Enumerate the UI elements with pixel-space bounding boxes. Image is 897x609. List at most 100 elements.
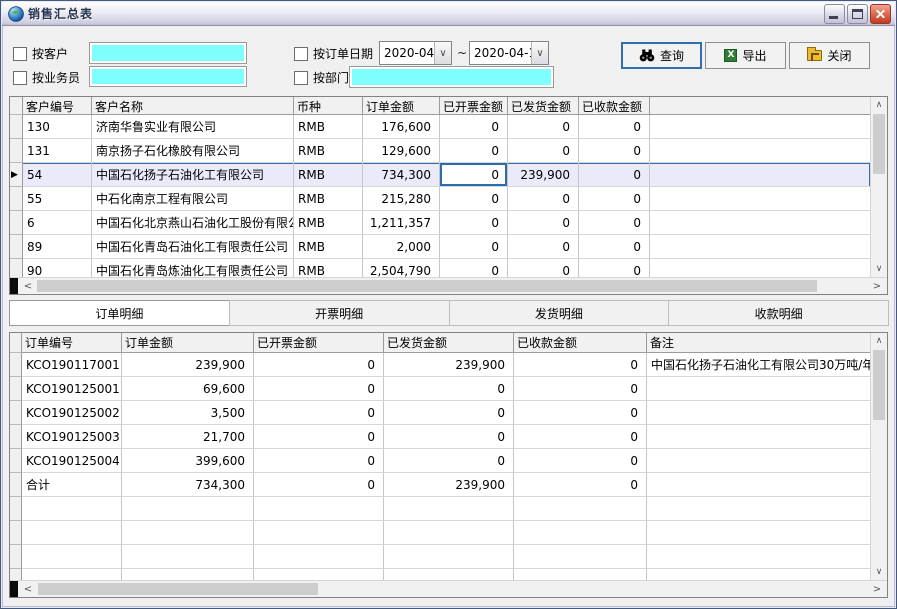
cell-order-amount: 2,504,790	[363, 259, 440, 277]
col-received-amount[interactable]: 已收款金额	[514, 333, 647, 353]
col-order-no[interactable]: 订单编号	[22, 333, 122, 353]
scroll-right-icon[interactable]: >	[872, 280, 882, 292]
cell-invoiced-amount[interactable]: 0	[440, 235, 508, 259]
cell-remark	[647, 473, 870, 497]
cell-filler	[650, 235, 870, 259]
cell-customer-name: 中国石化青岛石油化工有限责任公司	[92, 235, 294, 259]
vscroll-thumb[interactable]	[873, 350, 885, 420]
maximize-icon	[852, 8, 863, 19]
col-invoiced-amount[interactable]: 已开票金额	[254, 333, 384, 353]
detail-grid-body: KCO190117001 239,900 0 239,900 0 中国石化扬子石…	[10, 353, 870, 497]
tab-invoice-detail[interactable]: 开票明细	[228, 300, 450, 326]
customer-row[interactable]: 131 南京扬子石化橡胶有限公司 RMB 129,600 0 0 0	[10, 139, 870, 163]
query-button-label: 查询	[659, 49, 684, 63]
query-button[interactable]: 查询	[621, 42, 702, 69]
customer-row[interactable]: 130 济南华鲁实业有限公司 RMB 176,600 0 0 0	[10, 115, 870, 139]
header-corner	[10, 97, 23, 115]
cell-filler	[650, 139, 870, 163]
col-customer-name[interactable]: 客户名称	[92, 97, 294, 115]
tab-shipment-detail[interactable]: 发货明细	[448, 300, 670, 326]
dropdown-arrow-icon[interactable]: ∨	[434, 42, 451, 64]
cell-shipped-amount: 0	[384, 425, 514, 449]
export-button[interactable]: X 导出	[705, 42, 786, 69]
customer-row[interactable]: 54 中国石化扬子石油化工有限公司 RMB 734,300 0 239,900 …	[10, 163, 870, 187]
detail-tabbar: 订单明细 开票明细 发货明细 收款明细	[9, 300, 889, 326]
col-received-amount[interactable]: 已收款金额	[579, 97, 650, 115]
tab-receipt-detail[interactable]: 收款明细	[668, 300, 889, 326]
col-shipped-amount[interactable]: 已发货金额	[508, 97, 579, 115]
col-customer-id[interactable]: 客户编号	[23, 97, 92, 115]
by-customer-label: 按客户	[32, 47, 69, 61]
order-row[interactable]: KCO190125001 69,600 0 0 0	[10, 377, 870, 401]
scrollbar-left-marker	[10, 278, 18, 294]
col-invoiced-amount[interactable]: 已开票金额	[440, 97, 508, 115]
cell-currency: RMB	[294, 211, 363, 235]
main-grid-vscrollbar[interactable]: ∧ ∨	[870, 97, 887, 277]
scroll-up-icon[interactable]: ∧	[875, 336, 883, 346]
cell-invoiced-amount[interactable]: 0	[440, 163, 508, 187]
by-salesman-checkbox[interactable]	[13, 70, 27, 85]
cell-received-amount: 0	[579, 259, 650, 277]
cell-order-amount: 1,211,357	[363, 211, 440, 235]
hscroll-thumb[interactable]	[38, 583, 318, 595]
customer-row[interactable]: 89 中国石化青岛石油化工有限责任公司 RMB 2,000 0 0 0	[10, 235, 870, 259]
by-department-checkbox[interactable]	[294, 70, 308, 85]
detail-grid-hscrollbar[interactable]: < >	[10, 580, 887, 597]
cell-filler	[650, 211, 870, 235]
close-button[interactable]	[870, 3, 891, 24]
minimize-icon	[829, 15, 838, 19]
scroll-down-icon[interactable]: ∨	[875, 264, 883, 274]
col-currency[interactable]: 币种	[294, 97, 363, 115]
cell-invoiced-amount[interactable]: 0	[440, 115, 508, 139]
customer-row[interactable]: 90 中国石化青岛炼油化工有限责任公司 RMB 2,504,790 0 0 0	[10, 259, 870, 277]
title-bar[interactable]: 销售汇总表	[2, 2, 895, 26]
col-order-amount[interactable]: 订单金额	[363, 97, 440, 115]
department-input[interactable]	[349, 66, 554, 88]
col-order-amount[interactable]: 订单金额	[122, 333, 254, 353]
cell-remark: 中国石化扬子石油化工有限公司30万吨/年	[647, 353, 870, 377]
cell-received-amount: 0	[579, 163, 650, 187]
hscroll-thumb[interactable]	[37, 280, 817, 292]
scroll-up-icon[interactable]: ∧	[875, 100, 883, 110]
order-row[interactable]: KCO190117001 239,900 0 239,900 0 中国石化扬子石…	[10, 353, 870, 377]
detail-grid-vscrollbar[interactable]: ∧ ∨	[870, 333, 887, 580]
date-to-select[interactable]: 2020-04-16 ∨	[469, 41, 549, 65]
order-row[interactable]: KCO190125002 3,500 0 0 0	[10, 401, 870, 425]
cell-invoiced-amount[interactable]: 0	[440, 259, 508, 277]
cell-invoiced-amount[interactable]: 0	[440, 187, 508, 211]
customer-row[interactable]: 6 中国石化北京燕山石油化工股份有限公司 RMB 1,211,357 0 0 0	[10, 211, 870, 235]
close-button-label: 关闭	[827, 49, 852, 63]
order-row[interactable]: KCO190125004 399,600 0 0 0	[10, 449, 870, 473]
scroll-right-icon[interactable]: >	[872, 583, 882, 595]
cell-invoiced-amount[interactable]: 0	[440, 139, 508, 163]
cell-order-no: KCO190125004	[22, 449, 122, 473]
vscroll-thumb[interactable]	[873, 114, 885, 174]
scroll-down-icon[interactable]: ∨	[875, 567, 883, 577]
by-customer-checkbox[interactable]	[13, 46, 27, 61]
col-remark[interactable]: 备注	[647, 333, 870, 353]
order-row[interactable]: 合计 734,300 0 239,900 0	[10, 473, 870, 497]
cell-order-amount: 129,600	[363, 139, 440, 163]
customer-input[interactable]	[89, 42, 247, 64]
close-window-button[interactable]: 关闭	[789, 42, 870, 69]
cell-invoiced-amount: 0	[254, 377, 384, 401]
order-row[interactable]: KCO190125003 21,700 0 0 0	[10, 425, 870, 449]
col-shipped-amount[interactable]: 已发货金额	[384, 333, 514, 353]
cell-invoiced-amount[interactable]: 0	[440, 211, 508, 235]
customer-row[interactable]: 55 中石化南京工程有限公司 RMB 215,280 0 0 0	[10, 187, 870, 211]
cell-order-amount: 176,600	[363, 115, 440, 139]
scroll-left-icon[interactable]: <	[23, 280, 33, 292]
cell-order-no: KCO190117001	[22, 353, 122, 377]
minimize-button[interactable]	[824, 3, 845, 24]
cell-order-amount: 21,700	[122, 425, 254, 449]
row-indicator	[10, 139, 23, 163]
tab-order-detail[interactable]: 订单明细	[9, 300, 230, 326]
dropdown-arrow-icon[interactable]: ∨	[531, 42, 548, 64]
salesman-input[interactable]	[89, 66, 247, 87]
by-order-date-checkbox[interactable]	[294, 46, 308, 61]
main-grid-hscrollbar[interactable]: < >	[10, 277, 887, 294]
scroll-left-icon[interactable]: <	[23, 583, 33, 595]
maximize-button[interactable]	[847, 3, 868, 24]
cell-order-amount: 734,300	[122, 473, 254, 497]
date-from-select[interactable]: 2020-04-01 ∨	[379, 41, 452, 65]
